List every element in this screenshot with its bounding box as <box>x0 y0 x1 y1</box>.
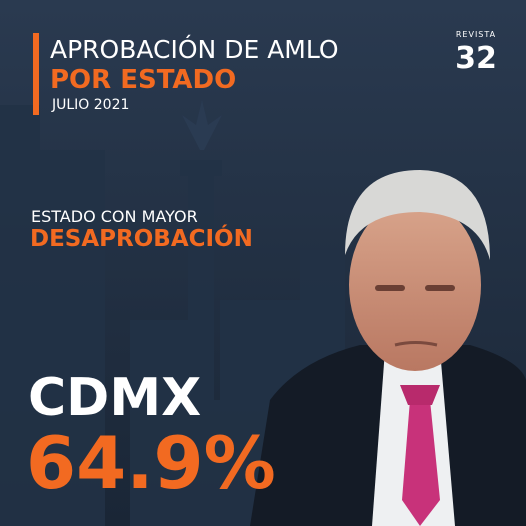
date: JULIO 2021 <box>51 97 129 113</box>
angel-monument <box>182 100 222 150</box>
accent-bar <box>33 33 39 115</box>
highlight-metric: DESAPROBACIÓN <box>30 224 253 252</box>
portrait <box>250 170 526 526</box>
value: 64.9% <box>26 421 276 505</box>
subtitle: POR ESTADO <box>50 65 236 95</box>
brand-name: REVISTA <box>456 30 496 39</box>
highlight-label: ESTADO CON MAYOR <box>31 207 198 226</box>
state: CDMX <box>28 368 201 428</box>
brand-number: 32 <box>455 41 497 76</box>
title: APROBACIÓN DE AMLO <box>50 34 339 64</box>
